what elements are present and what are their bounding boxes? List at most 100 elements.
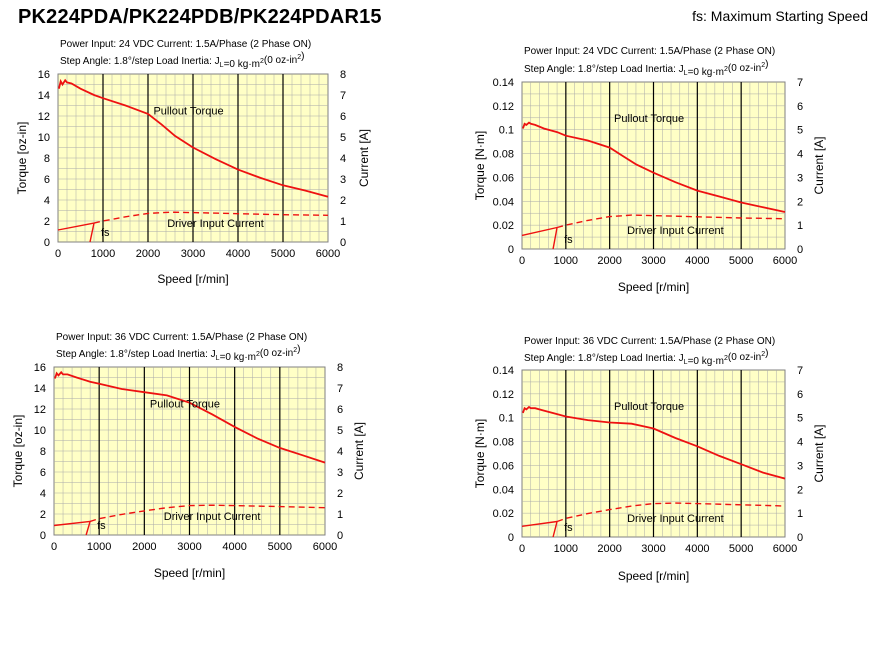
y-tick-label: 16 <box>34 362 46 374</box>
y-tick-label: 8 <box>44 153 50 165</box>
y-tick-label: 4 <box>40 488 46 500</box>
y2-tick-label: 7 <box>797 365 803 377</box>
x-tick-label: 2000 <box>132 541 156 553</box>
header-supscript: 2 <box>761 351 765 358</box>
y-tick-label: 12 <box>34 404 46 416</box>
y2-tick-label: 0 <box>337 530 343 542</box>
y-tick-label: 16 <box>38 69 50 81</box>
y-tick-label: 0.1 <box>499 413 514 425</box>
x-tick-label: 1000 <box>91 248 115 260</box>
y2-tick-label: 5 <box>797 125 803 137</box>
y-tick-label: 0 <box>508 532 514 544</box>
series-driver-current-solid <box>53 520 91 527</box>
pullout-torque-label: Pullout Torque <box>153 105 223 117</box>
x-tick-label: 6000 <box>316 248 340 260</box>
x-tick-label: 6000 <box>773 543 797 555</box>
y-tick-label: 0.12 <box>493 389 514 401</box>
x-tick-label: 5000 <box>271 248 295 260</box>
series-pullout-torque <box>58 78 329 198</box>
y-tick-label: 14 <box>38 90 50 102</box>
chart-header-power: Power Input: 36 VDC Current: 1.5A/Phase … <box>56 332 307 343</box>
header-text: (0 oz-in <box>260 348 293 359</box>
x-tick-label: 3000 <box>177 541 201 553</box>
fs-label: fs <box>101 227 110 239</box>
chart-1: Power Input: 24 VDC Current: 1.5A/Phase … <box>15 39 371 286</box>
y2-tick-label: 5 <box>797 413 803 425</box>
header-text: (0 oz-in <box>264 55 297 66</box>
y2-tick-label: 4 <box>340 153 346 165</box>
y-tick-label: 0.04 <box>493 196 514 208</box>
y2-tick-label: 1 <box>340 216 346 228</box>
y-axis-label: Torque [oz-in] <box>11 415 25 488</box>
driver-current-label: Driver Input Current <box>627 513 724 525</box>
y-tick-label: 2 <box>44 216 50 228</box>
y-tick-label: 0.06 <box>493 460 514 472</box>
y-tick-label: 8 <box>40 446 46 458</box>
header-text: Step Angle: 1.8°/step Load Inertia: J <box>524 64 684 75</box>
y-tick-label: 0.06 <box>493 172 514 184</box>
fs-marker <box>552 227 558 250</box>
header-text: =0 kg·m <box>688 67 724 78</box>
x-tick-label: 2000 <box>597 543 621 555</box>
fs-definition-note: fs: Maximum Starting Speed <box>692 8 868 24</box>
y2-tick-label: 0 <box>340 237 346 249</box>
series-driver-current-solid <box>57 222 95 231</box>
series-driver-current-solid <box>521 226 558 237</box>
x-tick-label: 4000 <box>685 255 709 267</box>
y2-tick-label: 2 <box>797 484 803 496</box>
y-tick-label: 0.1 <box>499 125 514 137</box>
header-supscript: 2 <box>724 66 728 73</box>
x-tick-label: 0 <box>55 248 61 260</box>
chart-header-step: Step Angle: 1.8°/step Load Inertia: JL=0… <box>524 348 769 367</box>
x-tick-label: 6000 <box>313 541 337 553</box>
x-tick-label: 5000 <box>729 543 753 555</box>
y2-tick-label: 3 <box>337 467 343 479</box>
x-tick-label: 3000 <box>641 543 665 555</box>
y2-tick-label: 8 <box>337 362 343 374</box>
x-tick-label: 2000 <box>136 248 160 260</box>
series-pullout-torque <box>522 121 786 213</box>
x-axis-label: Speed [r/min] <box>157 272 228 286</box>
y-axis-label: Torque [oz-in] <box>15 122 29 195</box>
y2-axis-label: Current [A] <box>357 129 371 187</box>
x-tick-label: 6000 <box>773 255 797 267</box>
x-tick-label: 1000 <box>554 255 578 267</box>
y2-tick-label: 5 <box>337 425 343 437</box>
y-tick-label: 0 <box>40 530 46 542</box>
y-tick-label: 12 <box>38 111 50 123</box>
y2-tick-label: 1 <box>797 220 803 232</box>
fs-marker <box>552 521 558 538</box>
x-tick-label: 0 <box>51 541 57 553</box>
header-subscript: L <box>216 355 220 362</box>
fs-label: fs <box>97 520 106 532</box>
y2-tick-label: 8 <box>340 69 346 81</box>
x-tick-label: 5000 <box>729 255 753 267</box>
y2-tick-label: 1 <box>797 508 803 520</box>
y2-tick-label: 5 <box>340 132 346 144</box>
x-tick-label: 4000 <box>226 248 250 260</box>
y-tick-label: 0 <box>508 244 514 256</box>
chart-header-power: Power Input: 36 VDC Current: 1.5A/Phase … <box>524 336 775 347</box>
chart-header-power: Power Input: 24 VDC Current: 1.5A/Phase … <box>60 39 311 50</box>
header-text: =0 kg·m <box>220 352 256 363</box>
y-axis-label: Torque [N·m] <box>473 419 487 488</box>
header-supscript: 2 <box>724 355 728 362</box>
x-tick-label: 1000 <box>554 543 578 555</box>
y-tick-label: 0.14 <box>493 77 514 89</box>
x-axis-label: Speed [r/min] <box>618 569 689 583</box>
x-tick-label: 0 <box>519 255 525 267</box>
chart-4: Power Input: 36 VDC Current: 1.5A/Phase … <box>473 336 826 583</box>
series-driver-current-dashed <box>556 502 786 523</box>
y2-tick-label: 6 <box>797 101 803 113</box>
y2-tick-label: 0 <box>797 532 803 544</box>
x-tick-label: 4000 <box>685 543 709 555</box>
header-text: Step Angle: 1.8°/step Load Inertia: J <box>524 353 684 364</box>
fs-label: fs <box>564 522 573 534</box>
series-driver-current-dashed <box>556 214 786 229</box>
y2-tick-label: 1 <box>337 509 343 521</box>
y-tick-label: 0.08 <box>493 149 514 161</box>
header-text: (0 oz-in <box>728 352 761 363</box>
y2-tick-label: 2 <box>337 488 343 500</box>
y2-axis-label: Current [A] <box>812 136 826 194</box>
